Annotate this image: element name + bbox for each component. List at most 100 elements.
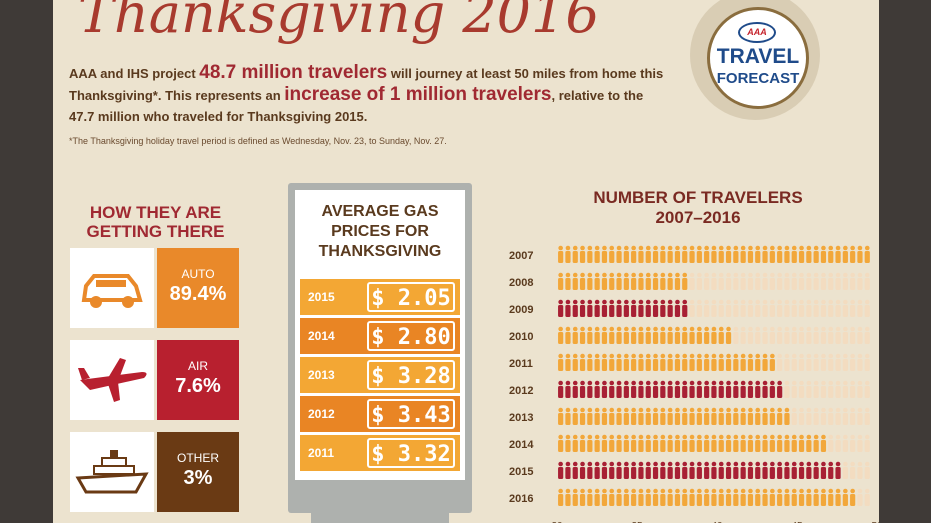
- traveler-icon: [609, 488, 615, 506]
- traveler-icon: [718, 245, 724, 263]
- gas-title-line1: AVERAGE GAS: [321, 203, 439, 220]
- traveler-icon: [696, 380, 702, 398]
- traveler-icon: [820, 488, 827, 506]
- chart-row-label: 2007: [509, 250, 533, 262]
- traveler-icon: [565, 299, 571, 317]
- infographic: Thanksgiving 2016 AAA TRAVEL FORECAST AA…: [53, 0, 879, 523]
- traveler-icon-faded: [864, 353, 870, 371]
- traveler-icon: [579, 299, 586, 317]
- traveler-icon: [682, 326, 688, 344]
- traveler-icon: [682, 380, 688, 398]
- traveler-icon-faded: [798, 326, 805, 344]
- traveler-icon: [718, 434, 724, 452]
- chart-row-label: 2008: [509, 277, 533, 289]
- traveler-icon: [645, 488, 651, 506]
- traveler-icon: [558, 488, 564, 506]
- traveler-icon: [587, 461, 593, 479]
- traveler-icon: [594, 326, 600, 344]
- traveler-icon-faded: [733, 272, 739, 290]
- traveler-icon: [798, 461, 805, 479]
- traveler-icon: [857, 245, 863, 263]
- traveler-icon: [667, 434, 673, 452]
- traveler-icon: [769, 245, 775, 263]
- traveler-icon: [791, 488, 797, 506]
- traveler-icon: [813, 488, 819, 506]
- traveler-icon: [777, 380, 783, 398]
- traveler-icon-faded: [857, 299, 863, 317]
- traveler-icon: [652, 461, 659, 479]
- traveler-icon-faded: [806, 407, 812, 425]
- traveler-icon: [631, 299, 637, 317]
- traveler-icon: [674, 488, 681, 506]
- traveler-icon-faded: [813, 299, 819, 317]
- traveler-icon: [558, 380, 564, 398]
- traveler-icon: [645, 326, 651, 344]
- traveler-icon: [609, 326, 615, 344]
- traveler-icon: [660, 434, 666, 452]
- modes-title-line2: GETTING THERE: [86, 222, 225, 241]
- traveler-icon: [711, 488, 717, 506]
- traveler-icon: [762, 245, 768, 263]
- traveler-icon: [835, 488, 841, 506]
- traveler-icon: [660, 380, 666, 398]
- traveler-icon: [660, 461, 666, 479]
- traveler-icon: [769, 380, 775, 398]
- traveler-icon: [820, 245, 827, 263]
- traveler-icon: [711, 407, 717, 425]
- traveler-icon: [587, 299, 593, 317]
- gas-row: 2015 $ 2.05: [300, 279, 460, 315]
- intro-p1: AAA and IHS project: [69, 66, 200, 81]
- traveler-icon: [579, 380, 586, 398]
- traveler-icon-faded: [864, 434, 870, 452]
- traveler-icon: [682, 299, 688, 317]
- traveler-icon: [587, 434, 593, 452]
- traveler-icon: [762, 407, 768, 425]
- traveler-icon: [616, 434, 622, 452]
- traveler-icon: [609, 434, 615, 452]
- traveler-icon-faded: [725, 272, 732, 290]
- traveler-icon-faded: [857, 488, 863, 506]
- traveler-icon: [755, 434, 761, 452]
- gas-price: $ 2.05: [367, 282, 455, 312]
- traveler-icon: [842, 245, 848, 263]
- traveler-icon: [704, 488, 710, 506]
- traveler-icon: [631, 407, 637, 425]
- traveler-icon: [565, 326, 571, 344]
- mode-label: AUTO: [181, 267, 215, 281]
- traveler-icon: [572, 488, 578, 506]
- traveler-icon: [725, 245, 732, 263]
- intro-highlight-2: increase of 1 million travelers: [284, 84, 552, 105]
- traveler-icon: [674, 434, 681, 452]
- traveler-icon: [777, 488, 783, 506]
- traveler-icon: [674, 245, 681, 263]
- traveler-icon-faded: [689, 272, 695, 290]
- traveler-icon: [733, 434, 739, 452]
- traveler-icon: [689, 326, 695, 344]
- car-icon: [70, 248, 154, 328]
- traveler-icon: [791, 245, 797, 263]
- traveler-icon: [572, 380, 578, 398]
- traveler-icon-faded: [747, 272, 754, 290]
- traveler-icon: [652, 245, 659, 263]
- traveler-icon: [747, 434, 754, 452]
- traveler-icon: [740, 461, 746, 479]
- traveler-icon: [601, 272, 608, 290]
- traveler-icon: [609, 353, 615, 371]
- traveler-icon: [609, 272, 615, 290]
- traveler-icon: [733, 461, 739, 479]
- traveler-icon: [645, 380, 651, 398]
- traveler-icon-faded: [791, 272, 797, 290]
- traveler-icon: [689, 245, 695, 263]
- traveler-icon-faded: [835, 326, 841, 344]
- traveler-icon: [594, 380, 600, 398]
- chart-row-label: 2015: [509, 466, 533, 478]
- traveler-icon: [660, 245, 666, 263]
- traveler-icon: [594, 353, 600, 371]
- traveler-icon-faded: [755, 299, 761, 317]
- traveler-icon: [733, 380, 739, 398]
- traveler-icon-faded: [718, 299, 724, 317]
- traveler-icon-faded: [813, 380, 819, 398]
- traveler-icon: [740, 353, 746, 371]
- traveler-icon: [572, 326, 578, 344]
- air-share: AIR 7.6%: [157, 340, 239, 420]
